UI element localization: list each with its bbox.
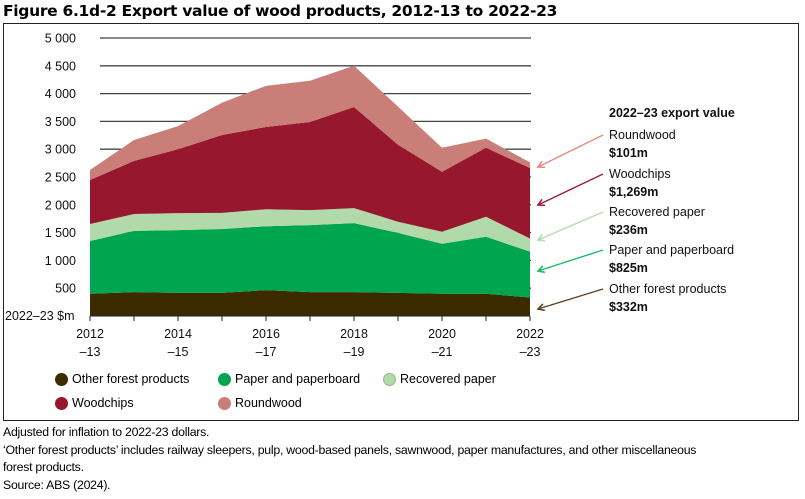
y-tick-label: 2 000 [45,198,76,212]
figure-notes: Adjusted for inflation to 2022-23 dollar… [3,424,696,494]
legend-item-paper-and-paperboard: Paper and paperboard [218,372,360,386]
x-tick-label: 2020 [428,327,456,341]
annotation-label-paper-and-paperboard: Paper and paperboard [609,243,734,257]
x-tick-label: 2016 [252,327,280,341]
legend-label: Roundwood [235,396,302,410]
legend-swatch-icon [55,396,68,410]
chart-frame [3,23,799,421]
note-other-products-cont: forest products. [3,460,84,474]
annotations: 2022–23 export value Roundwood $101m Woodch… [536,106,735,314]
y-tick-label: 500 [55,282,76,296]
legend-label: Recovered paper [400,372,496,386]
y-tick-label: 4 000 [45,87,76,101]
legend-swatch-icon [55,372,68,386]
annotation-arrow [537,211,604,241]
arrow-head-icon [536,303,546,312]
annotation-label-other-forest-products: Other forest products [609,282,726,296]
figure-title: Figure 6.1d-2 Export value of wood produ… [3,2,558,20]
y-tick-label: 5 000 [45,32,76,46]
x-tick-label-suffix: –23 [520,345,541,359]
x-tick-label: 2018 [340,327,368,341]
x-tick-label-suffix: –19 [344,345,365,359]
x-tick-label: 2022 [516,327,544,341]
x-tick-label-suffix: –21 [432,345,453,359]
annotation-value-paper-and-paperboard: $825m [609,261,648,275]
area-paper-and-paperboard [90,223,530,298]
legend-item-other-forest-products: Other forest products [55,372,189,386]
arrow-head-icon [536,233,546,242]
annotation-heading: 2022–23 export value [609,106,735,120]
annotation-arrow [537,288,604,310]
annotation-arrow [537,134,604,168]
legend-item-roundwood: Roundwood [218,396,302,410]
annotation-value-woodchips: $1,269m [609,185,658,199]
x-tick-label-suffix: –17 [256,345,277,359]
note-other-products: ‘Other forest products’ includes railway… [3,442,697,457]
x-axis: 2012 –13 2014 –15 2016 –17 2018 –19 2020 –21 2022 –… [76,315,544,359]
y-tick-label: 3 000 [45,143,76,157]
annotation-label-woodchips: Woodchips [609,167,671,181]
legend-swatch-icon [218,372,231,386]
series-areas [90,65,530,316]
area-woodchips [90,106,530,239]
y-tick-label: 3 500 [45,115,76,129]
x-tick-label-suffix: –13 [80,345,101,359]
x-tick-label-suffix: –15 [168,345,189,359]
arrow-head-icon [536,198,546,207]
note-inflation: Adjusted for inflation to 2022-23 dollar… [3,425,210,439]
annotation-value-recovered-paper: $236m [609,223,648,237]
legend-label: Other forest products [72,372,190,386]
area-other-forest-products [90,290,530,316]
y-axis-label: 2022–23 $m [5,309,75,323]
arrow-head-icon [536,265,546,274]
legend-label: Paper and paperboard [235,372,361,386]
legend-item-woodchips: Woodchips [55,396,134,410]
y-tick-label: 2 500 [45,171,76,185]
y-tick-label: 1 500 [45,226,76,240]
annotation-label-recovered-paper: Recovered paper [609,205,705,219]
y-tick-label: 1 000 [45,254,76,268]
legend-swatch-icon [383,372,396,386]
annotation-value-roundwood: $101m [609,146,648,160]
y-axis-ticks: 500 1 000 1 500 2 000 2 500 3 000 3 500 4 000 4 … [45,32,76,296]
annotation-arrow [537,249,604,272]
y-tick-label: 4 500 [45,59,76,73]
legend-swatch-icon [218,396,231,410]
note-source: Source: ABS (2024). [3,477,111,492]
x-tick-label: 2012 [76,327,104,341]
arrow-head-icon [536,160,546,169]
x-tick-label: 2014 [164,327,192,341]
area-recovered-paper [90,208,530,252]
annotation-arrow [537,173,604,206]
legend-item-recovered-paper: Recovered paper [383,372,496,386]
annotation-value-other-forest-products: $332m [609,300,648,314]
annotation-label-roundwood: Roundwood [609,128,676,142]
legend-label: Woodchips [72,396,134,410]
area-roundwood [90,65,530,181]
